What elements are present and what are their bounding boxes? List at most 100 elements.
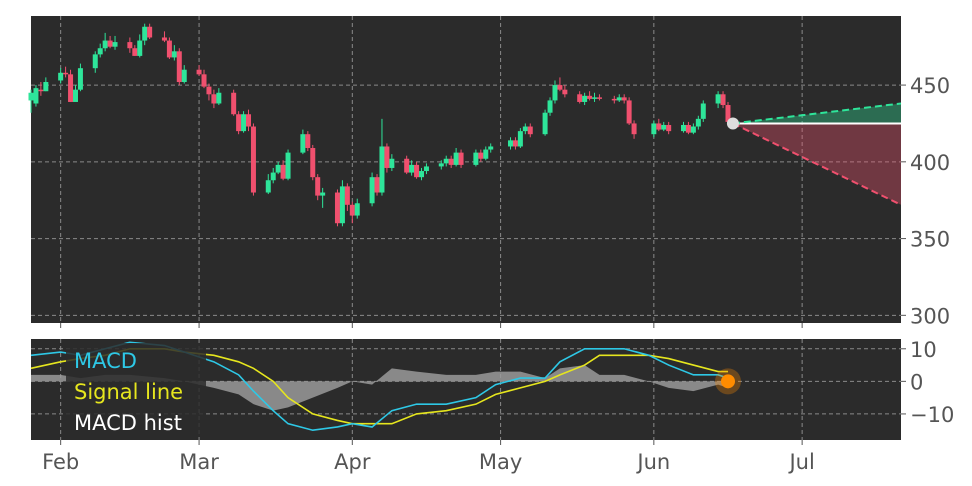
candle-body (577, 94, 583, 102)
candle-body (409, 164, 415, 173)
candle-body (275, 164, 281, 173)
candle-body (651, 123, 657, 135)
x-tick-label: Mar (179, 450, 219, 474)
candle-body (448, 158, 454, 165)
price-y-tick-label: 350 (910, 228, 950, 252)
candle-body (216, 92, 222, 104)
last-price-dot (726, 117, 739, 130)
candle-body (661, 124, 667, 130)
macd-y-tick-label: −10 (910, 403, 954, 427)
candle (438, 160, 444, 170)
candle (231, 89, 237, 116)
candle-body (349, 204, 355, 216)
candle-body (236, 114, 242, 132)
candle (354, 198, 360, 219)
candle-body (201, 74, 207, 87)
candle (166, 37, 172, 59)
candle (142, 23, 148, 46)
candle-body (611, 98, 617, 101)
candle (72, 85, 78, 102)
price-grid (31, 16, 901, 323)
candle (305, 131, 311, 152)
candle (379, 118, 385, 196)
candle (404, 155, 410, 175)
candle-body (507, 140, 513, 147)
candle (562, 85, 568, 98)
x-tick-label: May (479, 450, 522, 474)
candle-body (315, 177, 321, 196)
candle (458, 149, 464, 168)
candle (409, 160, 415, 176)
candle-body (320, 192, 326, 196)
candle (33, 85, 39, 107)
x-tick-label: Jul (787, 450, 814, 474)
candle-body (562, 89, 568, 95)
candle-body (310, 148, 316, 178)
candle-body (211, 94, 217, 104)
candle-body (389, 158, 395, 168)
projection-upper-line (732, 102, 902, 125)
candle-body (517, 131, 523, 147)
candle (201, 69, 207, 89)
candle-body (334, 192, 340, 224)
candle (512, 137, 518, 150)
candle (300, 129, 306, 155)
candle-body (196, 69, 202, 75)
candle-body (715, 94, 721, 104)
candle (171, 45, 177, 61)
candle-body (453, 152, 459, 165)
candle (102, 32, 108, 52)
candle-body (621, 97, 627, 101)
candle (661, 121, 667, 132)
candle (616, 94, 622, 102)
candle (147, 23, 153, 40)
candle (112, 35, 118, 50)
price-panel: 300 350 400 450 (28, 16, 950, 328)
candle (557, 77, 563, 92)
candle (690, 123, 696, 135)
candle-body (473, 152, 479, 165)
candle-body (695, 118, 701, 127)
candle (666, 121, 672, 135)
candle-body (137, 40, 143, 56)
candle (270, 167, 276, 184)
candle-body (419, 171, 425, 178)
candle-body (142, 26, 148, 41)
candle (127, 37, 133, 53)
legend-hist: MACD hist (74, 411, 182, 435)
candle-body (557, 85, 563, 90)
candle (621, 94, 627, 104)
candle-body (725, 105, 731, 122)
candle-body (171, 51, 177, 58)
x-tick-label: Feb (42, 450, 79, 474)
candle-body (305, 134, 311, 149)
candle (369, 172, 375, 207)
candle (181, 65, 187, 84)
candle-body (414, 164, 420, 178)
candle (517, 128, 523, 149)
candle (587, 91, 593, 101)
candle-body (690, 126, 696, 133)
candle-body (700, 103, 706, 119)
candle (414, 161, 420, 179)
candle (28, 89, 34, 113)
candle (577, 91, 583, 104)
candle (685, 121, 691, 135)
projection-lower-line (732, 122, 902, 206)
candle-body (63, 72, 69, 75)
candle (285, 149, 291, 181)
candle-body (681, 124, 686, 132)
candle-body (369, 177, 375, 204)
candle-body (166, 40, 172, 58)
candle (695, 115, 701, 130)
candle (339, 180, 345, 227)
candle (483, 146, 489, 161)
macd-marker (720, 374, 735, 389)
candle (542, 109, 548, 136)
candle (77, 63, 83, 92)
candle-body (68, 74, 74, 102)
candle (349, 201, 355, 224)
candle-body (28, 92, 34, 101)
candle (216, 88, 222, 106)
